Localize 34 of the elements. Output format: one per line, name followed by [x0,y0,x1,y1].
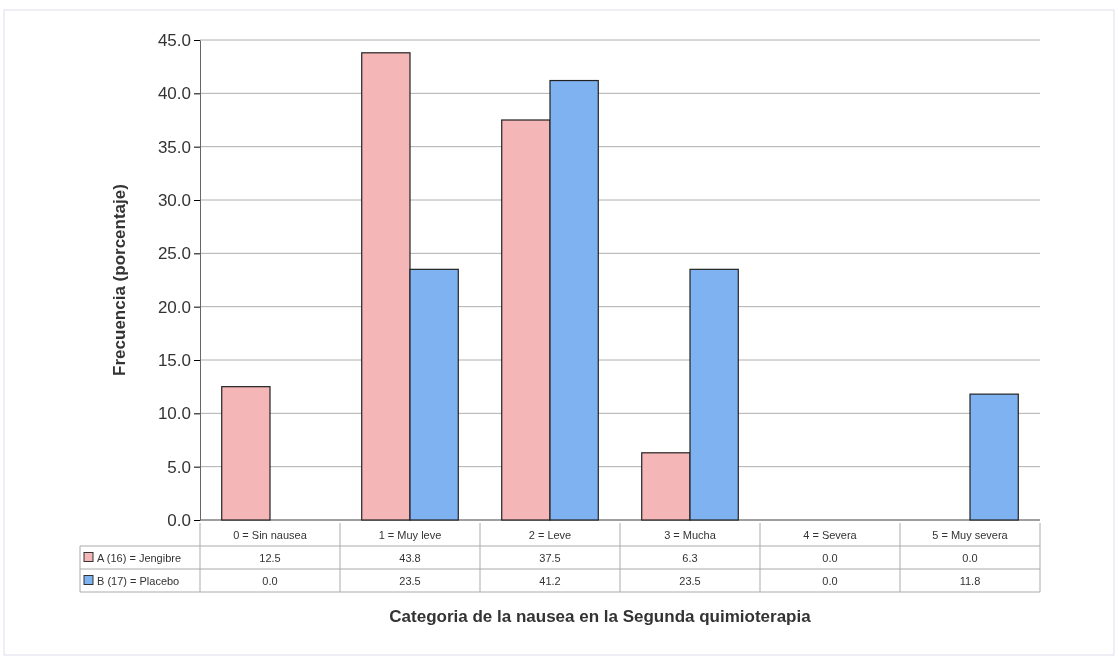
y-axis-title: Frecuencia (porcentaje) [110,184,129,376]
y-tick-label: 25.0 [157,244,191,264]
data-label: 23.5 [679,574,701,587]
y-tick-label: 0.0 [167,510,191,530]
y-tick-label: 30.0 [157,190,191,210]
bar [221,386,271,521]
data-label: 23.5 [399,574,421,587]
x-axis-title: Categoria de la nausea en la Segunda quimioterapia [389,607,812,626]
y-tick-label: 45.0 [157,30,191,50]
x-tick-label: 1 = Muy leve [378,528,442,541]
data-label: 12.5 [259,551,281,564]
y-tick-label: 35.0 [157,137,191,157]
data-label: 0.0 [962,551,978,564]
x-tick-label: 3 = Mucha [664,528,717,541]
data-label: 43.8 [399,551,421,564]
data-label: 6.3 [682,551,698,564]
bar [969,393,1019,521]
data-label: 11.8 [959,574,981,587]
y-tick-label: 5.0 [167,457,191,477]
legend-label: A (16) = Jengibre [97,551,182,564]
x-tick-label: 0 = Sin nausea [233,528,308,541]
data-label: 37.5 [539,551,561,564]
data-label: 0.0 [262,574,278,587]
x-tick-label: 4 = Severa [803,528,858,541]
data-label: 0.0 [822,574,838,587]
y-tick-label: 15.0 [157,350,191,370]
y-tick-label: 10.0 [157,404,191,424]
y-tick-label: 40.0 [157,84,191,104]
x-tick-label: 2 = Leve [528,528,572,541]
legend-label: B (17) = Placebo [97,574,180,587]
x-tick-label: 5 = Muy severa [932,528,1009,541]
y-tick-label: 20.0 [157,297,191,317]
data-label: 0.0 [822,551,838,564]
data-label: 41.2 [539,574,561,587]
